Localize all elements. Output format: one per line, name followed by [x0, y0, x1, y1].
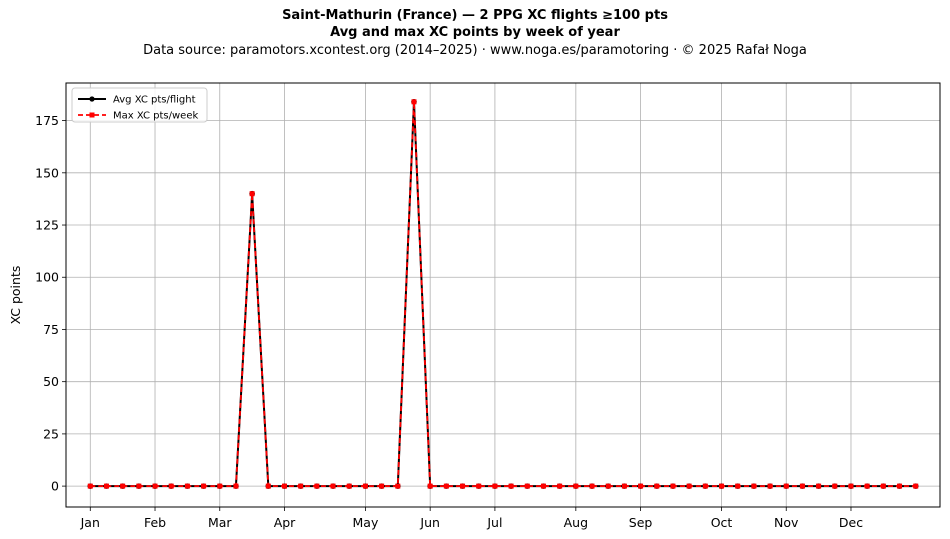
x-tick-label: Aug	[564, 515, 588, 530]
data-point	[233, 483, 239, 489]
series-line	[90, 101, 916, 488]
x-tick-label: Feb	[144, 515, 166, 530]
y-tick-label: 175	[35, 113, 59, 128]
data-point	[201, 483, 207, 489]
x-tick-label: Jul	[486, 515, 502, 530]
legend-entry: Max XC pts/week	[78, 111, 198, 122]
data-point	[799, 483, 805, 489]
series-2	[87, 99, 919, 489]
legend: Avg XC pts/flight Max XC pts/week	[71, 87, 208, 123]
data-point	[217, 483, 223, 489]
data-point	[670, 483, 676, 489]
data-point	[362, 483, 368, 489]
x-tick-label: Oct	[711, 515, 733, 530]
y-tick-label: 125	[35, 218, 59, 233]
grid-lines	[66, 83, 940, 507]
series-1	[87, 98, 919, 489]
data-point	[443, 483, 449, 489]
data-point	[379, 483, 385, 489]
data-point	[880, 483, 886, 489]
data-point	[605, 483, 611, 489]
data-point	[508, 483, 514, 489]
data-point	[120, 483, 126, 489]
data-point	[524, 483, 530, 489]
chart-subtitle: Avg and max XC points by week of year	[330, 25, 620, 40]
data-point	[346, 483, 352, 489]
data-point	[152, 483, 158, 489]
data-point	[476, 483, 482, 489]
data-point	[897, 483, 903, 489]
x-tick-label: Jan	[80, 515, 100, 530]
data-point	[427, 483, 433, 489]
plot-frame	[65, 82, 941, 508]
data-point	[168, 483, 174, 489]
y-tick-label: 0	[51, 479, 59, 494]
data-point	[557, 483, 563, 489]
chart-title: Saint-Mathurin (France) — 2 PPG XC fligh…	[282, 8, 668, 23]
data-point	[719, 483, 724, 489]
data-point	[767, 483, 773, 489]
data-point	[751, 483, 757, 489]
data-point	[103, 483, 109, 489]
x-tick-label: Apr	[274, 515, 296, 530]
data-point	[864, 483, 870, 489]
data-point	[265, 483, 271, 489]
data-point	[298, 483, 304, 489]
x-tick-label: Nov	[774, 515, 799, 530]
data-point	[184, 483, 190, 489]
data-point	[460, 483, 466, 489]
data-point	[330, 483, 336, 489]
data-point	[621, 483, 627, 489]
data-point	[816, 483, 822, 489]
data-point	[735, 483, 741, 489]
data-point	[589, 483, 595, 489]
data-point	[686, 483, 692, 489]
y-tick-label: 25	[43, 426, 59, 441]
data-point	[282, 483, 287, 489]
x-axis: Jan Feb Mar Apr May Jun Jul Aug Sep Oct Nov Dec	[80, 507, 863, 530]
data-point	[314, 483, 320, 489]
x-tick-label: Jun	[419, 515, 440, 530]
x-tick-label: Mar	[208, 515, 232, 530]
data-point	[411, 99, 417, 105]
data-point	[913, 483, 919, 489]
series-layer	[87, 98, 919, 489]
chart-source-line: Data source: paramotors.xcontest.org (20…	[143, 43, 807, 58]
data-point	[249, 191, 255, 197]
x-tick-label: Dec	[839, 515, 863, 530]
legend-entry: Avg XC pts/flight	[78, 95, 196, 106]
data-point	[638, 483, 644, 489]
y-tick-label: 100	[35, 270, 59, 285]
legend-marker	[89, 96, 95, 102]
x-tick-label: Sep	[629, 515, 653, 530]
y-axis-label: XC points	[8, 266, 23, 325]
data-point	[848, 483, 854, 489]
data-point	[832, 483, 838, 489]
data-point	[783, 483, 789, 489]
data-point	[87, 483, 93, 489]
y-tick-label: 75	[43, 322, 59, 337]
y-axis: 0 25 50 75 100 125 150 175	[35, 113, 66, 494]
x-tick-label: May	[353, 515, 379, 530]
data-point	[395, 483, 401, 489]
y-tick-label: 150	[35, 165, 59, 180]
legend-label: Avg XC pts/flight	[113, 95, 196, 106]
data-point	[702, 483, 708, 489]
legend-marker	[89, 112, 95, 118]
data-point	[540, 483, 546, 489]
legend-label: Max XC pts/week	[113, 111, 198, 122]
legend-box	[71, 87, 208, 123]
series-line	[90, 101, 916, 488]
data-point	[492, 483, 498, 489]
data-point	[654, 483, 660, 489]
y-tick-label: 50	[43, 374, 59, 389]
data-point	[573, 483, 579, 489]
data-point	[136, 483, 142, 489]
